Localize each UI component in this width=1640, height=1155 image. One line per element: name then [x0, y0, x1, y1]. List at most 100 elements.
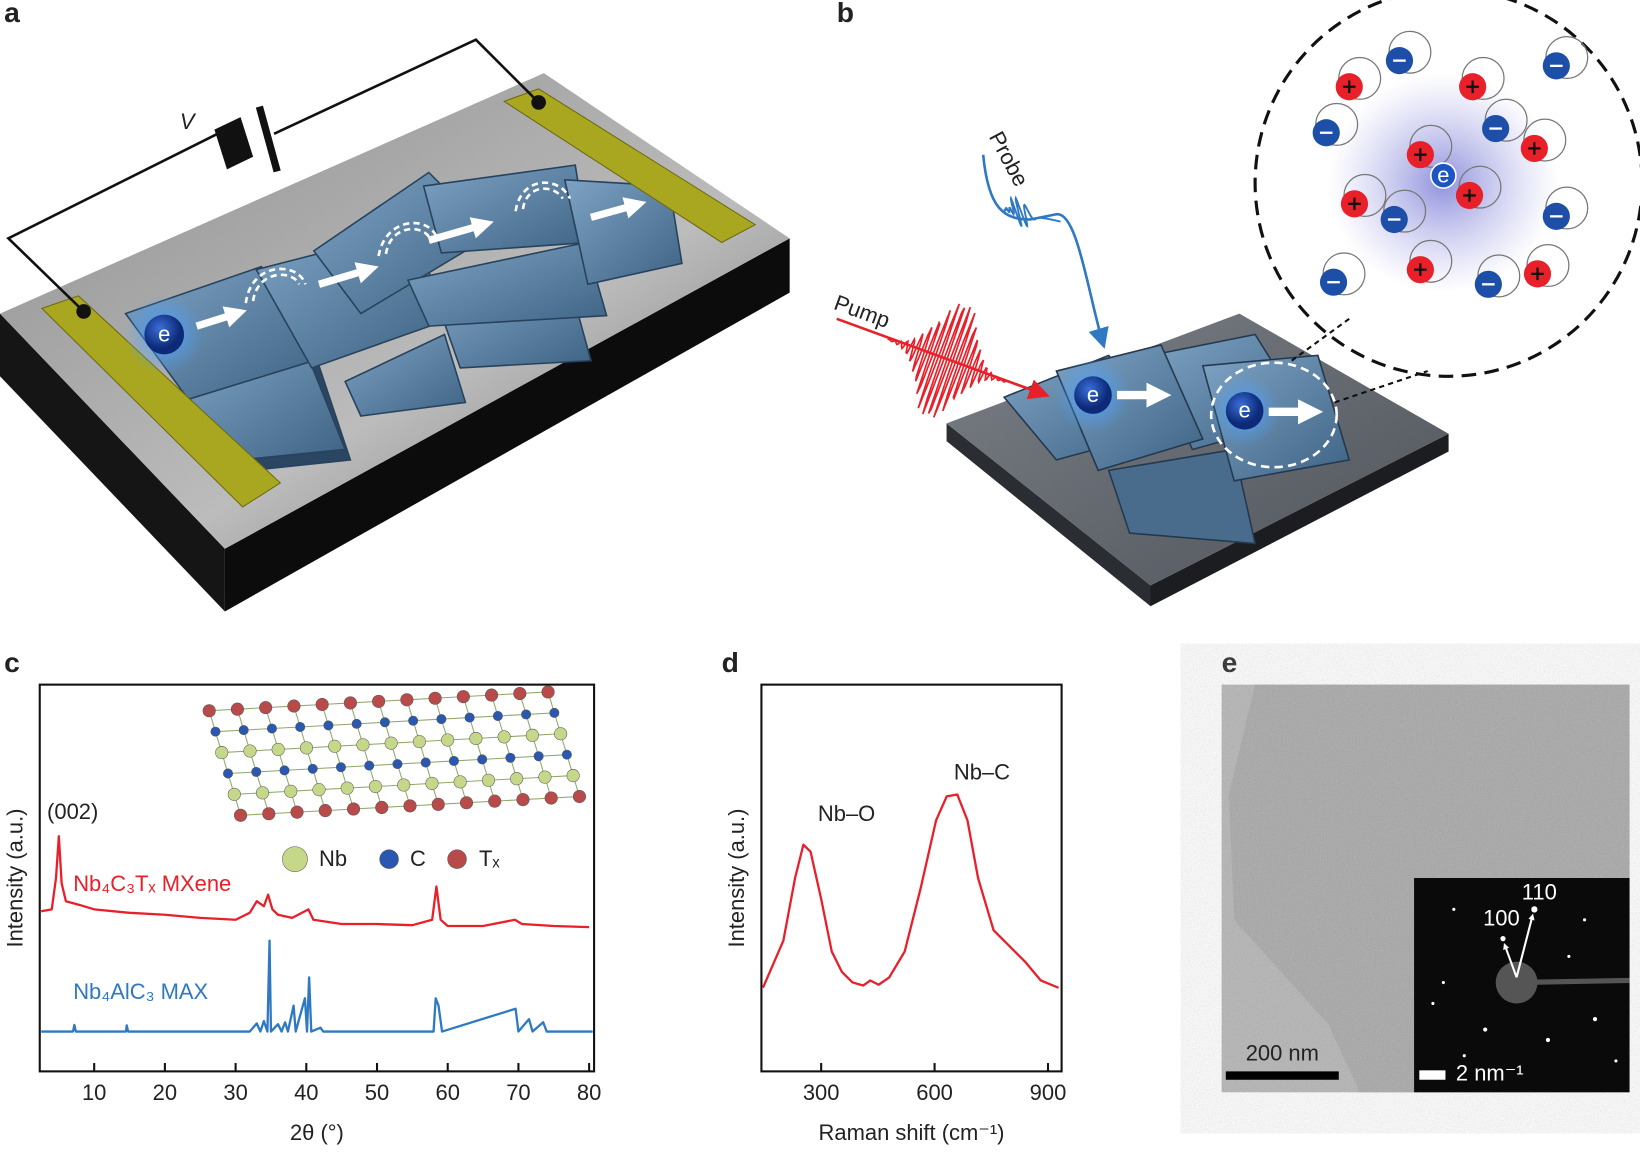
atom: [510, 772, 524, 786]
atom: [243, 744, 257, 758]
legend-label: C: [410, 846, 426, 871]
panel-letter: d: [722, 646, 739, 678]
beam-stop: [1516, 977, 1630, 986]
legend-label: Tₓ: [479, 846, 500, 871]
electron: [1074, 376, 1112, 414]
spot-label: 100: [1483, 906, 1520, 931]
atom: [202, 704, 216, 718]
atom: [425, 776, 439, 790]
plot-frame: [38, 683, 596, 1073]
panel-letter: b: [837, 0, 854, 28]
series-line: [761, 793, 1060, 989]
panel-letter: a: [4, 0, 20, 28]
device-diagram: V e: [0, 38, 790, 612]
annotation: Nb–O: [818, 801, 875, 826]
arrow: [1503, 943, 1518, 978]
atom: [266, 723, 277, 734]
battery-plate: [214, 117, 254, 170]
x-tick-label: 70: [506, 1080, 530, 1105]
atom: [299, 741, 313, 755]
atom: [356, 738, 370, 752]
x-tick-label: 40: [294, 1080, 318, 1105]
atom: [312, 783, 326, 797]
atom: [340, 781, 354, 795]
electron: [144, 314, 185, 355]
x-axis-label: Raman shift (cm⁻¹): [819, 1120, 1005, 1145]
electron: [1430, 162, 1457, 189]
panel-letter: e: [1222, 646, 1238, 678]
atom: [255, 786, 270, 800]
pump-probe-diagram: e Pump Probe e e: [831, 0, 1640, 607]
atom: [459, 796, 474, 810]
legend-label: Nb: [319, 846, 347, 871]
atom: [328, 739, 342, 753]
atom: [485, 688, 499, 702]
y-axis-label: Intensity (a.u.): [3, 809, 28, 948]
atom: [420, 757, 431, 768]
atom: [262, 807, 276, 821]
atom: [315, 697, 329, 712]
atom: [441, 733, 455, 747]
highlight: [1209, 361, 1338, 469]
substrate-side: [224, 238, 790, 612]
atom: [572, 789, 586, 804]
probe-beam: [981, 154, 1109, 349]
atom: [412, 735, 426, 749]
probe-pulse: [1003, 195, 1061, 228]
atom: [259, 701, 273, 715]
atom: [372, 694, 386, 708]
spot-label: 110: [1522, 879, 1557, 904]
atom: [364, 760, 375, 771]
atom: [566, 769, 580, 783]
pump-label: Pump: [831, 290, 893, 333]
annotation: Nb–C: [954, 759, 1010, 784]
atom: [492, 711, 503, 721]
transport-arrows: [195, 197, 647, 330]
series-label: Nb₄AlC₃ MAX: [73, 979, 208, 1004]
x-tick-label: 300: [803, 1080, 840, 1105]
atom: [223, 768, 233, 779]
hop-arrows: [244, 181, 572, 304]
substrate-side: [946, 423, 1151, 607]
scale-label: 2 nm⁻¹: [1456, 1060, 1524, 1085]
pump-pulse: [887, 303, 1006, 418]
atom: [343, 696, 357, 710]
x-tick-label: 20: [153, 1080, 177, 1105]
tem-image: 100 110 200 nm 2 nm⁻¹: [1221, 684, 1630, 1093]
electron: [1225, 391, 1264, 430]
beam-stop: [1495, 961, 1538, 1004]
scale-bar: [1419, 1070, 1446, 1080]
scale-label: 200 nm: [1246, 1040, 1319, 1065]
atom: [549, 707, 560, 718]
atom: [516, 793, 530, 807]
legend-swatch: [379, 849, 399, 869]
atom: [408, 715, 419, 726]
x-tick-label: 80: [577, 1080, 601, 1105]
atom: [351, 718, 362, 729]
x-tick-label: 600: [916, 1080, 953, 1105]
diffraction-spots: [1431, 906, 1618, 1063]
atom: [513, 686, 527, 701]
electrode: [502, 88, 757, 244]
x-tick-label: 50: [365, 1080, 389, 1105]
atom: [428, 691, 442, 705]
atom: [431, 797, 445, 811]
x-tick-label: 10: [82, 1080, 106, 1105]
ion-lattice: [1312, 30, 1589, 298]
atom: [397, 778, 411, 792]
x-tick-label: 60: [436, 1080, 460, 1105]
atom: [554, 727, 568, 741]
substrate-side: [1150, 433, 1449, 607]
wire: [6, 132, 219, 313]
atom: [295, 722, 306, 732]
atom: [251, 766, 262, 777]
atom: [448, 755, 459, 766]
atom: [318, 804, 332, 818]
panel-letter: c: [4, 646, 20, 678]
pulses: [887, 195, 1061, 418]
atom: [505, 752, 516, 763]
legend-swatch: [447, 849, 467, 869]
atom: [403, 799, 417, 813]
series-label: Nb₄C₃Tₓ MXene: [73, 871, 231, 896]
zoom-line: [1291, 317, 1350, 362]
